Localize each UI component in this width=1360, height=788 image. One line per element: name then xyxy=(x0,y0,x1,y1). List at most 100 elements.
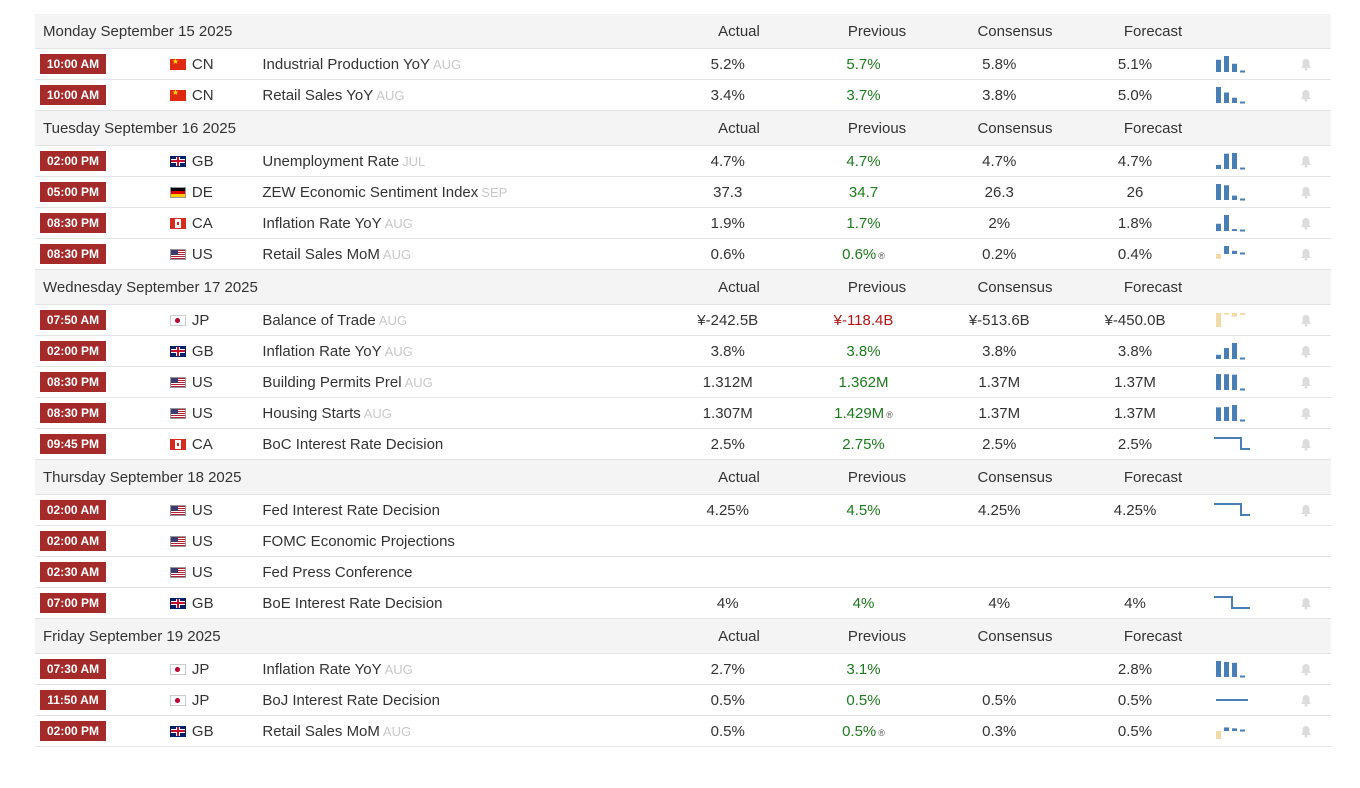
alert-bell-button[interactable] xyxy=(1282,248,1331,261)
sparkline-cell[interactable] xyxy=(1203,501,1282,519)
event-name-link[interactable]: Retail Sales YoY xyxy=(262,86,374,104)
spark-bar xyxy=(1223,92,1229,103)
event-name-link[interactable]: BoC Interest Rate Decision xyxy=(262,435,444,453)
alert-bell-button[interactable] xyxy=(1282,155,1331,168)
alert-bell-button[interactable] xyxy=(1282,504,1331,517)
alert-bell-button[interactable] xyxy=(1282,694,1331,707)
day-label: Tuesday September 16 2025 xyxy=(43,119,236,137)
alert-bell-button[interactable] xyxy=(1282,663,1331,676)
event-row[interactable]: 08:30 PM CA Inflation Rate YoY AUG 1.9% 1.7% 2… xyxy=(35,208,1331,239)
reference-period: AUG xyxy=(382,246,412,262)
country-cell: CN xyxy=(168,56,262,73)
event-name-link[interactable]: Retail Sales MoM xyxy=(262,245,380,263)
sparkline-cell[interactable] xyxy=(1203,152,1282,170)
time-badge: 07:00 PM xyxy=(40,593,106,613)
column-header-actual: Actual xyxy=(718,627,760,645)
sparkline-chart xyxy=(1215,727,1245,739)
alert-bell-button[interactable] xyxy=(1282,58,1331,71)
sparkline-cell[interactable] xyxy=(1203,86,1282,104)
event-name-link[interactable]: Industrial Production YoY xyxy=(262,55,430,73)
sparkline-chart xyxy=(1215,374,1245,391)
event-row[interactable]: 02:00 PM GB Unemployment Rate JUL 4.7% 4.7% 4.… xyxy=(35,146,1331,177)
alert-bell-button[interactable] xyxy=(1282,186,1331,199)
bell-icon xyxy=(1301,155,1312,168)
event-name-link[interactable]: Building Permits Prel xyxy=(262,373,402,391)
sparkline-cell[interactable] xyxy=(1203,532,1282,550)
sparkline-cell[interactable] xyxy=(1203,660,1282,678)
event-row[interactable]: 11:50 AM JP BoJ Interest Rate Decision 0.5%… xyxy=(35,685,1331,716)
sparkline-cell[interactable] xyxy=(1203,183,1282,201)
event-name-link[interactable]: Fed Press Conference xyxy=(262,563,413,581)
event-row[interactable]: 02:30 AM US Fed Press Conference xyxy=(35,557,1331,588)
event-name-link[interactable]: Balance of Trade xyxy=(262,311,376,329)
event-row[interactable]: 07:00 PM GB BoE Interest Rate Decision 4% 4%… xyxy=(35,588,1331,619)
alert-bell-button[interactable] xyxy=(1282,597,1331,610)
event-name-link[interactable]: BoJ Interest Rate Decision xyxy=(262,691,440,709)
alert-bell-button[interactable] xyxy=(1282,314,1331,327)
spark-bar xyxy=(1223,406,1229,421)
alert-bell-button[interactable] xyxy=(1282,217,1331,230)
event-row[interactable]: 08:30 PM US Retail Sales MoM AUG 0.6% 0.6% ® 0.… xyxy=(35,239,1331,270)
event-name-link[interactable]: Housing Starts xyxy=(262,404,361,422)
event-row[interactable]: 07:30 AM JP Inflation Rate YoY AUG 2.7% 3.1% 2… xyxy=(35,654,1331,685)
sparkline-cell[interactable] xyxy=(1203,404,1282,422)
flag-gb-icon xyxy=(169,725,186,737)
alert-bell-button[interactable] xyxy=(1282,407,1331,420)
spark-bar xyxy=(1231,250,1237,254)
event-row[interactable]: 02:00 AM US Fed Interest Rate Decision 4.25… xyxy=(35,495,1331,526)
event-row[interactable]: 09:45 PM CA BoC Interest Rate Decision 2.5%… xyxy=(35,429,1331,460)
sparkline-cell[interactable] xyxy=(1203,722,1282,740)
spark-bar xyxy=(1239,388,1245,391)
sparkline-cell[interactable] xyxy=(1203,55,1282,73)
previous-cell: 0.5% ® xyxy=(796,723,932,740)
spark-line xyxy=(1213,596,1250,609)
event-row[interactable]: 02:00 AM US FOMC Economic Projections xyxy=(35,526,1331,557)
event-row[interactable]: 05:00 PM DE ZEW Economic Sentiment Index SE… xyxy=(35,177,1331,208)
sparkline-cell[interactable] xyxy=(1203,594,1282,612)
flag-cn-icon xyxy=(169,88,186,101)
sparkline-cell[interactable] xyxy=(1203,373,1282,391)
event-name-link[interactable]: FOMC Economic Projections xyxy=(262,532,455,550)
event-cell: FOMC Economic Projections xyxy=(262,533,659,550)
event-row[interactable]: 02:00 PM GB Inflation Rate YoY AUG 3.8% 3.8% 3… xyxy=(35,336,1331,367)
sparkline-cell[interactable] xyxy=(1203,311,1282,329)
previous-value: 1.362M xyxy=(838,373,889,391)
event-row[interactable]: 08:30 PM US Building Permits Prel AUG 1.312M… xyxy=(35,367,1331,398)
alert-bell-button[interactable] xyxy=(1282,376,1331,389)
spark-bar xyxy=(1223,153,1229,169)
sparkline-cell[interactable] xyxy=(1203,435,1282,453)
spark-bar xyxy=(1231,63,1237,72)
sparkline-cell[interactable] xyxy=(1203,245,1282,263)
event-name-link[interactable]: Inflation Rate YoY xyxy=(262,342,382,360)
previous-cell: 0.5% xyxy=(796,692,932,709)
actual-value: 1.312M xyxy=(702,373,753,391)
event-name-link[interactable]: Unemployment Rate xyxy=(262,152,400,170)
bell-clapper xyxy=(1304,67,1308,71)
event-name-link[interactable]: BoE Interest Rate Decision xyxy=(262,594,443,612)
alert-bell-button[interactable] xyxy=(1282,438,1331,451)
sparkline-cell[interactable] xyxy=(1203,563,1282,581)
event-name-link[interactable]: Retail Sales MoM xyxy=(262,722,380,740)
event-name-link[interactable]: ZEW Economic Sentiment Index xyxy=(262,183,479,201)
alert-bell-button[interactable] xyxy=(1282,89,1331,102)
event-name-link[interactable]: Fed Interest Rate Decision xyxy=(262,501,440,519)
previous-value: 5.7% xyxy=(846,55,881,73)
actual-value: 2.7% xyxy=(710,660,745,678)
event-name-link[interactable]: Inflation Rate YoY xyxy=(262,660,382,678)
time-cell: 07:30 AM xyxy=(35,659,168,679)
column-header-actual: Actual xyxy=(718,468,760,486)
event-row[interactable]: 07:50 AM JP Balance of Trade AUG ¥-242.5B ¥-1… xyxy=(35,305,1331,336)
sparkline-cell[interactable] xyxy=(1203,214,1282,232)
spark-bar xyxy=(1215,223,1221,231)
sparkline-cell[interactable] xyxy=(1203,342,1282,360)
event-row[interactable]: 08:30 PM US Housing Starts AUG 1.307M 1.429M ®… xyxy=(35,398,1331,429)
alert-bell-button[interactable] xyxy=(1282,725,1331,738)
column-header-forecast: Forecast xyxy=(1123,119,1183,137)
alert-bell-button[interactable] xyxy=(1282,345,1331,358)
sparkline-cell[interactable] xyxy=(1203,691,1282,709)
event-row[interactable]: 02:00 PM GB Retail Sales MoM AUG 0.5% 0.5% ® 0.… xyxy=(35,716,1331,747)
event-name-link[interactable]: Inflation Rate YoY xyxy=(262,214,382,232)
event-cell: Housing Starts AUG xyxy=(262,405,659,422)
